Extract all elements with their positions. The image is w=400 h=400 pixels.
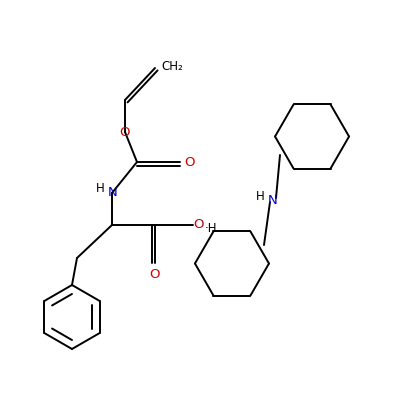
Text: O: O	[119, 126, 129, 138]
Text: H: H	[256, 190, 264, 202]
Text: N: N	[268, 194, 278, 206]
Text: O: O	[193, 218, 204, 230]
Text: N: N	[108, 186, 118, 198]
Text: CH₂: CH₂	[161, 60, 183, 74]
Text: O: O	[184, 156, 194, 168]
Text: O: O	[150, 268, 160, 281]
Text: H: H	[96, 182, 104, 196]
Text: ·H: ·H	[205, 222, 218, 234]
